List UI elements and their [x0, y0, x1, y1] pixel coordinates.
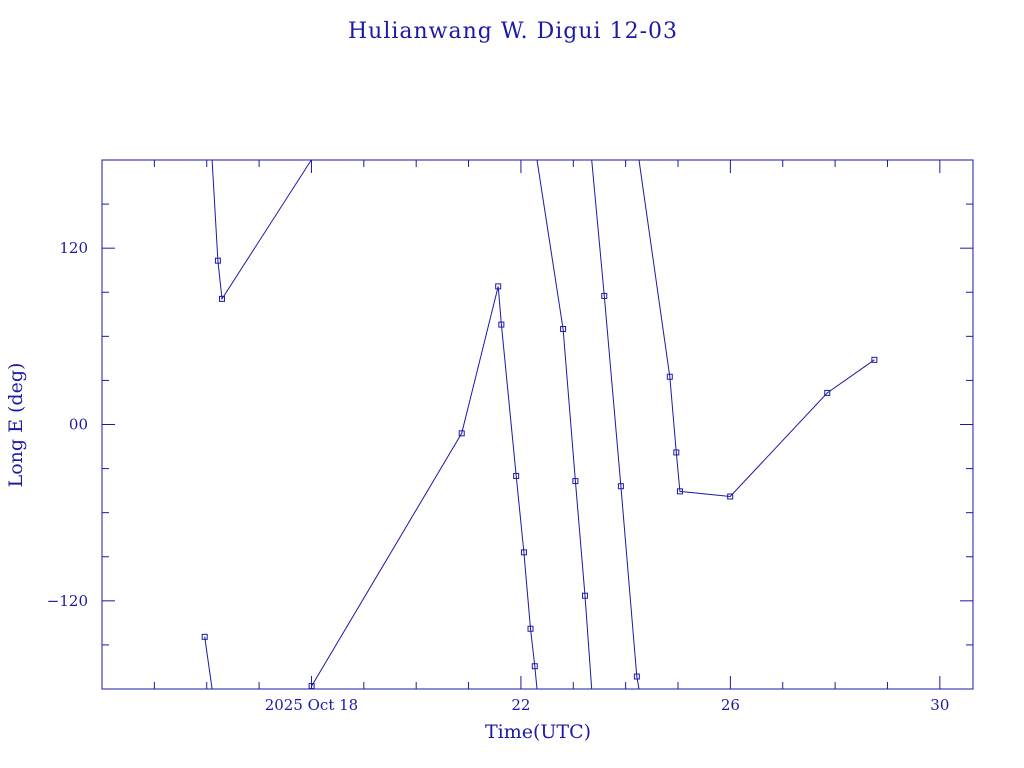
- data-point: [572, 478, 579, 485]
- series-line: [204, 159, 875, 690]
- x-tick-label: 2025 Oct 18: [265, 696, 359, 714]
- data-point: [676, 488, 683, 495]
- y-tick-label: 120: [59, 239, 88, 257]
- marker-layer: [201, 257, 878, 690]
- chart-title: Hulianwang W. Digui 12-03: [348, 19, 678, 44]
- plot-frame: [101, 159, 974, 690]
- data-point: [581, 592, 588, 599]
- data-point: [495, 283, 502, 290]
- data-point: [824, 389, 831, 396]
- x-axis-label: Time(UTC): [485, 721, 591, 743]
- data-point: [527, 625, 534, 632]
- data-point: [531, 663, 538, 670]
- x-tick-label: 22: [511, 696, 530, 714]
- y-axis-label: Long E (deg): [5, 363, 27, 488]
- x-tick-label: 26: [721, 696, 740, 714]
- data-point: [520, 549, 527, 556]
- data-point: [201, 633, 208, 640]
- data-point: [308, 683, 315, 690]
- data-point: [219, 295, 226, 302]
- data-point: [673, 449, 680, 456]
- data-point: [633, 673, 640, 680]
- data-point: [666, 373, 673, 380]
- data-point: [727, 493, 734, 500]
- data-point: [513, 472, 520, 479]
- series-layer: [204, 159, 875, 690]
- data-point: [458, 430, 465, 437]
- data-point: [617, 483, 624, 490]
- data-point: [871, 356, 878, 363]
- data-point: [601, 292, 608, 299]
- y-tick-label: −120: [47, 592, 88, 610]
- data-point: [214, 257, 221, 264]
- axis-ticks: 2025 Oct 18 22 26 30 120 00 −120: [47, 160, 973, 714]
- data-point: [498, 321, 505, 328]
- y-tick-label: 00: [69, 416, 88, 434]
- x-tick-label: 30: [930, 696, 949, 714]
- data-point: [560, 325, 567, 332]
